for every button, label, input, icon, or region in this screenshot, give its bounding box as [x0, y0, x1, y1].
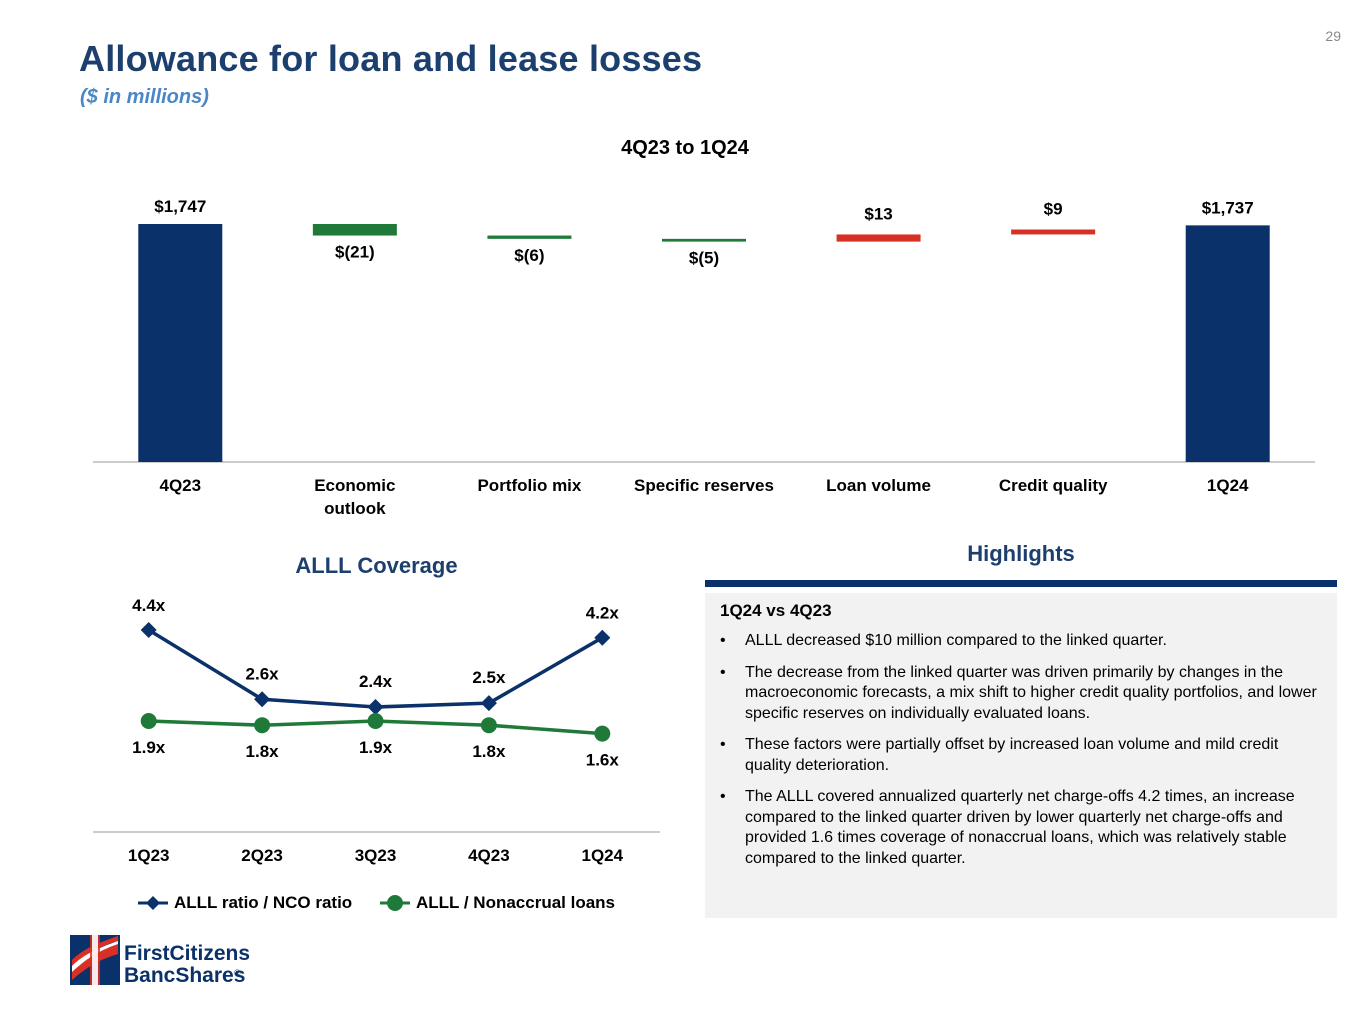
data-label: 1.6x [586, 751, 620, 770]
highlight-item: • ALLL decreased $10 million compared to … [720, 631, 1319, 652]
data-label: $9 [1044, 200, 1063, 219]
page-subtitle: ($ in millions) [80, 86, 209, 108]
data-point [480, 717, 497, 734]
data-label: $1,747 [154, 197, 206, 216]
legend-item-nonaccrual: ALLL / Nonaccrual loans [380, 893, 615, 913]
bullet-icon: • [720, 736, 726, 753]
category-label: 2Q23 [241, 846, 283, 865]
bullet-icon: • [720, 632, 726, 649]
bar-delta [836, 234, 921, 242]
page-number: 29 [1325, 28, 1341, 44]
data-label: 2.6x [246, 664, 280, 683]
data-point [254, 691, 271, 708]
category-label: 1Q24 [582, 846, 624, 865]
category-label: 3Q23 [355, 846, 397, 865]
category-label: Economic [314, 476, 395, 495]
data-label: 1.9x [132, 738, 166, 757]
data-point [254, 717, 271, 734]
data-label: 2.4x [359, 672, 393, 691]
data-label: 1.8x [472, 742, 506, 761]
bar-total [138, 224, 223, 462]
category-label: Credit quality [999, 476, 1108, 495]
waterfall-title: 4Q23 to 1Q24 [621, 137, 750, 159]
line-chart: 1Q23 2Q23 3Q23 4Q23 1Q24 4.4x 2.6x 2.4x 2.5x 4.2x… [93, 596, 660, 865]
category-label: 1Q24 [1207, 476, 1249, 495]
bar-delta [312, 224, 397, 236]
data-point [594, 629, 611, 646]
legend-diamond-icon [138, 896, 168, 910]
highlights-divider [705, 580, 1337, 587]
bullet-icon: • [720, 663, 726, 681]
data-label: 1.9x [359, 738, 393, 757]
highlights-panel: 1Q24 vs 4Q23 • ALLL decreased $10 million… [705, 593, 1337, 918]
bar-delta [1011, 229, 1096, 235]
category-label: 4Q23 [159, 476, 201, 495]
category-label: Loan volume [826, 476, 931, 495]
category-label: 4Q23 [468, 846, 510, 865]
data-label: 2.5x [472, 668, 506, 687]
logo-line2: BancShares [124, 964, 245, 987]
highlights-subtitle: 1Q24 vs 4Q23 [720, 601, 832, 620]
legend-label-nco: ALLL ratio / NCO ratio [174, 893, 353, 912]
data-label: $(21) [335, 243, 375, 262]
data-point [140, 622, 157, 638]
data-label: 4.4x [132, 596, 166, 615]
data-label: 4.2x [586, 604, 620, 623]
category-label: outlook [324, 499, 386, 518]
bar-delta [487, 235, 572, 239]
waterfall-chart: 4Q23 to 1Q24 $1,747 4Q23 $(21) Economic outlo… [93, 137, 1315, 518]
flag-logo-icon: FirstCitizens BancShares ® [70, 935, 250, 987]
page-title: Allowance for loan and lease losses [79, 38, 703, 79]
data-point [480, 695, 497, 712]
bar-delta [662, 238, 746, 242]
highlight-item: • The decrease from the linked quarter wa… [720, 663, 1317, 722]
category-label: Specific reserves [634, 476, 774, 495]
category-label: 1Q23 [128, 846, 170, 865]
data-point [594, 725, 611, 742]
legend-item-nco: ALLL ratio / NCO ratio [138, 893, 352, 913]
legend-label-nonaccrual: ALLL / Nonaccrual loans [416, 893, 616, 912]
data-point [367, 699, 384, 715]
highlight-item: • The ALLL covered annualized quarterly n… [720, 788, 1295, 867]
data-label: $(5) [689, 249, 719, 268]
data-point [367, 713, 384, 729]
data-point [140, 713, 157, 729]
highlight-item: • These factors were partially offset by … [720, 736, 1279, 774]
data-label: $13 [864, 204, 892, 223]
line-chart-title: ALLL Coverage [295, 553, 458, 578]
legend-circle-icon [380, 895, 410, 911]
series-line [147, 628, 604, 709]
bullet-icon: • [720, 788, 726, 805]
data-label: 1.8x [246, 742, 280, 761]
highlights-list: • ALLL decreased $10 million compared to … [720, 631, 1319, 869]
company-logo: FirstCitizens BancShares ® [70, 930, 260, 990]
highlights-title: Highlights [967, 541, 1075, 566]
logo-line1: FirstCitizens [124, 942, 250, 965]
category-label: Portfolio mix [477, 476, 581, 495]
logo-registered-mark: ® [234, 968, 241, 978]
bar-total [1185, 225, 1270, 462]
data-label: $(6) [514, 246, 544, 265]
data-label: $1,737 [1202, 198, 1254, 217]
